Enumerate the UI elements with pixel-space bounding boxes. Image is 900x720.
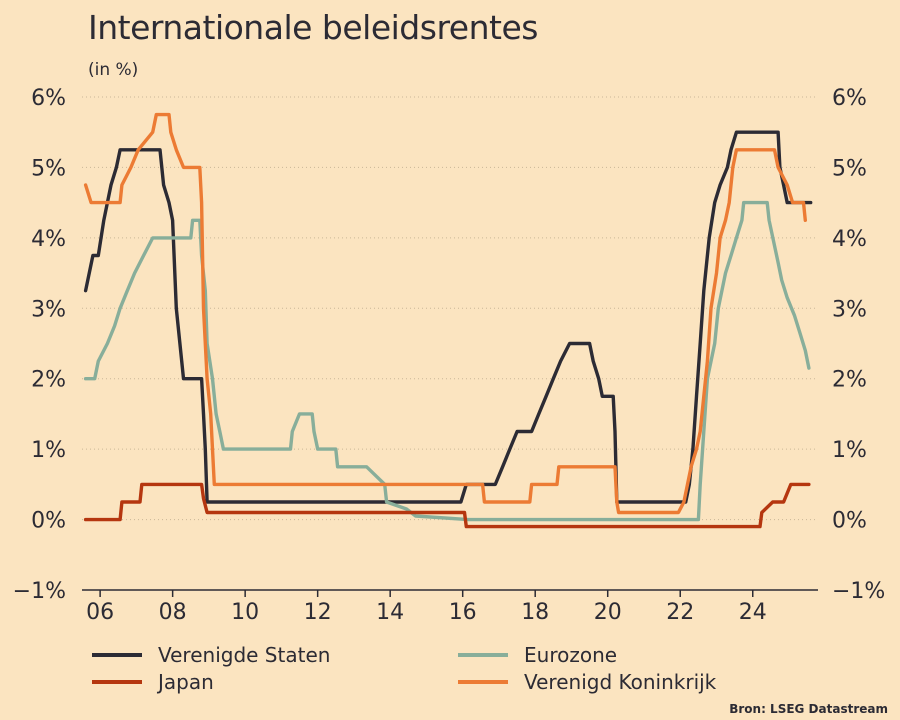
x-tick-label: 12 xyxy=(304,600,332,625)
y-tick-label-left: 4% xyxy=(31,227,66,252)
legend-item-us: Verenigde Staten xyxy=(92,643,330,667)
x-tick-label: 18 xyxy=(521,600,549,625)
series-line-verenigde-staten xyxy=(83,130,813,504)
y-tick-label-left: −1% xyxy=(13,579,66,604)
legend-label: Verenigde Staten xyxy=(158,643,331,667)
source-note: Bron: LSEG Datastream xyxy=(729,702,888,716)
y-tick-label-right: 0% xyxy=(832,509,867,534)
legend-swatch xyxy=(92,680,142,684)
x-tick-label: 10 xyxy=(231,600,259,625)
x-tick-label: 20 xyxy=(594,600,622,625)
y-tick-label-right: 6% xyxy=(832,86,867,111)
y-tick-label-right: 2% xyxy=(832,368,867,393)
legend-item-uk: Verenigd Koninkrijk xyxy=(458,670,716,694)
y-tick-label-left: 1% xyxy=(31,438,66,463)
y-tick-label-right: 1% xyxy=(832,438,867,463)
y-tick-label-left: 0% xyxy=(31,509,66,534)
legend-label: Japan xyxy=(158,670,214,694)
x-tick-label: 08 xyxy=(159,600,187,625)
series-line-verenigd-koninkrijk xyxy=(83,112,807,515)
legend-label: Eurozone xyxy=(524,643,618,667)
y-tick-label-right: 5% xyxy=(832,156,867,181)
x-tick-label: 22 xyxy=(666,600,694,625)
x-tick-label: 16 xyxy=(449,600,477,625)
legend-swatch xyxy=(458,653,508,657)
x-tick-label: 24 xyxy=(739,600,767,625)
legend-label: Verenigd Koninkrijk xyxy=(524,670,717,694)
y-tick-label-left: 3% xyxy=(31,297,66,322)
y-tick-label-right: −1% xyxy=(832,579,885,604)
x-tick-label: 06 xyxy=(86,600,114,625)
legend-swatch xyxy=(458,680,508,684)
y-tick-label-right: 3% xyxy=(832,297,867,322)
y-unit-label: (in %) xyxy=(88,60,139,80)
legend-item-eurozone: Eurozone xyxy=(458,643,617,667)
y-tick-label-left: 5% xyxy=(31,156,66,181)
y-tick-label-left: 6% xyxy=(31,86,66,111)
y-tick-label-right: 4% xyxy=(832,227,867,252)
y-tick-label-left: 2% xyxy=(31,368,66,393)
x-tick-label: 14 xyxy=(376,600,404,625)
legend-swatch xyxy=(92,653,142,657)
legend-item-japan: Japan xyxy=(92,670,214,694)
series-line-japan xyxy=(83,482,811,529)
chart-title: Internationale beleidsrentes xyxy=(88,8,538,47)
series-line-eurozone xyxy=(83,200,811,522)
